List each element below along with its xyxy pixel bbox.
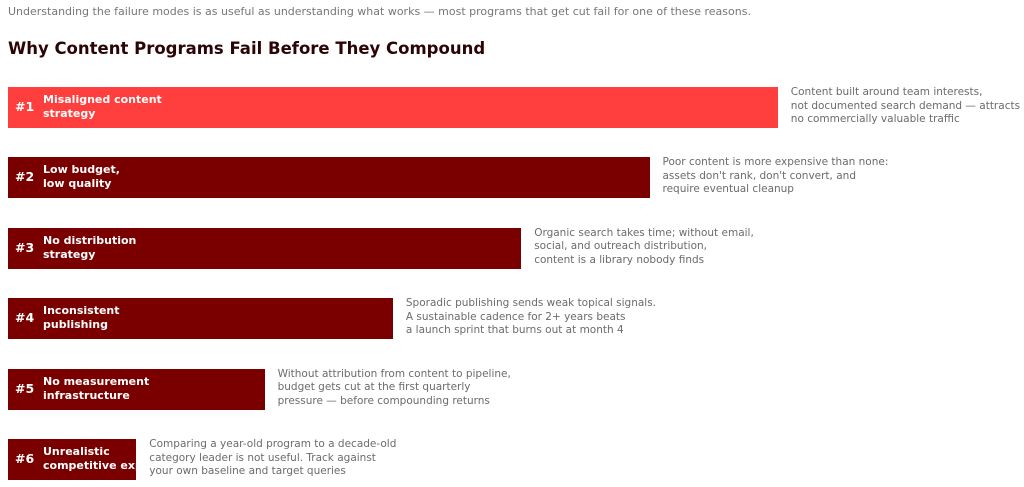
label-line: infrastructure bbox=[43, 388, 130, 402]
label-line: Low budget, bbox=[43, 163, 120, 177]
description-line: Comparing a year-old program to a decade… bbox=[149, 438, 397, 450]
failure-label: No measurement infrastructure bbox=[43, 375, 149, 403]
label-line: strategy bbox=[43, 107, 96, 120]
failure-bar: #4 Inconsistent publishing bbox=[8, 298, 393, 340]
description-line: assets don't rank, don't convert, and bbox=[662, 169, 856, 182]
description-line: content is a library nobody finds bbox=[534, 253, 705, 266]
rank: #1 bbox=[15, 99, 35, 114]
description-line: no commercially valuable traffic bbox=[790, 113, 960, 125]
label-line: competitive expectations bbox=[43, 459, 136, 472]
description-line: require eventual cleanup bbox=[662, 183, 794, 196]
failure-bar: #3 No distribution strategy bbox=[8, 227, 522, 269]
description-line: budget gets cut at the first quarterly bbox=[277, 381, 471, 394]
description-line: A sustainable cadence for 2+ years beats bbox=[405, 310, 626, 323]
description-line: Organic search takes time; without email… bbox=[534, 226, 754, 239]
description-line: category leader is not useful. Track aga… bbox=[149, 451, 376, 464]
failure-bar: #2 Low budget, low quality bbox=[8, 157, 650, 199]
intro-text: Understanding the failure modes is as us… bbox=[8, 5, 751, 18]
rank: #4 bbox=[15, 310, 35, 326]
description-line: social, and outreach distribution, bbox=[534, 240, 708, 253]
label-line: No distribution bbox=[43, 233, 137, 247]
section-title: Why Content Programs Fail Before They Co… bbox=[8, 39, 486, 58]
description-line: Poor content is more expensive than none… bbox=[662, 156, 889, 169]
failure-description: Poor content is more expensive than none… bbox=[663, 156, 889, 197]
rank: #6 bbox=[15, 451, 35, 466]
failure-description: Sporadic publishing sends weak topical s… bbox=[406, 297, 656, 338]
failure-label: Low budget, low quality bbox=[43, 163, 120, 191]
failure-description: Content built around team interests, not … bbox=[791, 86, 1020, 127]
label-line: strategy bbox=[43, 247, 96, 261]
failure-bar: #5 No measurement infrastructure bbox=[8, 368, 265, 410]
description-line: your own baseline and target queries bbox=[149, 465, 346, 477]
label-line: low quality bbox=[43, 177, 112, 191]
description-line: pressure — before compounding returns bbox=[277, 394, 490, 407]
description-line: Content built around team interests, bbox=[790, 86, 983, 98]
label-line: Inconsistent bbox=[43, 304, 120, 318]
label-line: publishing bbox=[43, 318, 108, 332]
failure-description: Without attribution from content to pipe… bbox=[278, 368, 511, 409]
description-line: Without attribution from content to pipe… bbox=[277, 367, 511, 380]
rank: #5 bbox=[15, 380, 35, 396]
failure-description: Organic search takes time; without email… bbox=[534, 227, 754, 268]
rank: #2 bbox=[15, 169, 35, 185]
description-line: Sporadic publishing sends weak topical s… bbox=[405, 297, 657, 310]
label-line: No measurement bbox=[43, 374, 150, 388]
failure-bar: #1 Misaligned content strategy bbox=[8, 87, 778, 128]
failure-label: Misaligned content strategy bbox=[43, 93, 162, 121]
label-line: Unrealistic bbox=[43, 445, 110, 458]
failure-label: No distribution strategy bbox=[43, 234, 136, 262]
rank: #3 bbox=[15, 239, 35, 255]
description-line: a launch sprint that burns out at month … bbox=[405, 324, 624, 337]
description-line: not documented search demand — attracts bbox=[790, 99, 1021, 112]
failure-description: Comparing a year-old program to a decade… bbox=[149, 438, 396, 479]
failure-label: Inconsistent publishing bbox=[43, 304, 120, 332]
label-line: Misaligned content bbox=[43, 93, 162, 106]
